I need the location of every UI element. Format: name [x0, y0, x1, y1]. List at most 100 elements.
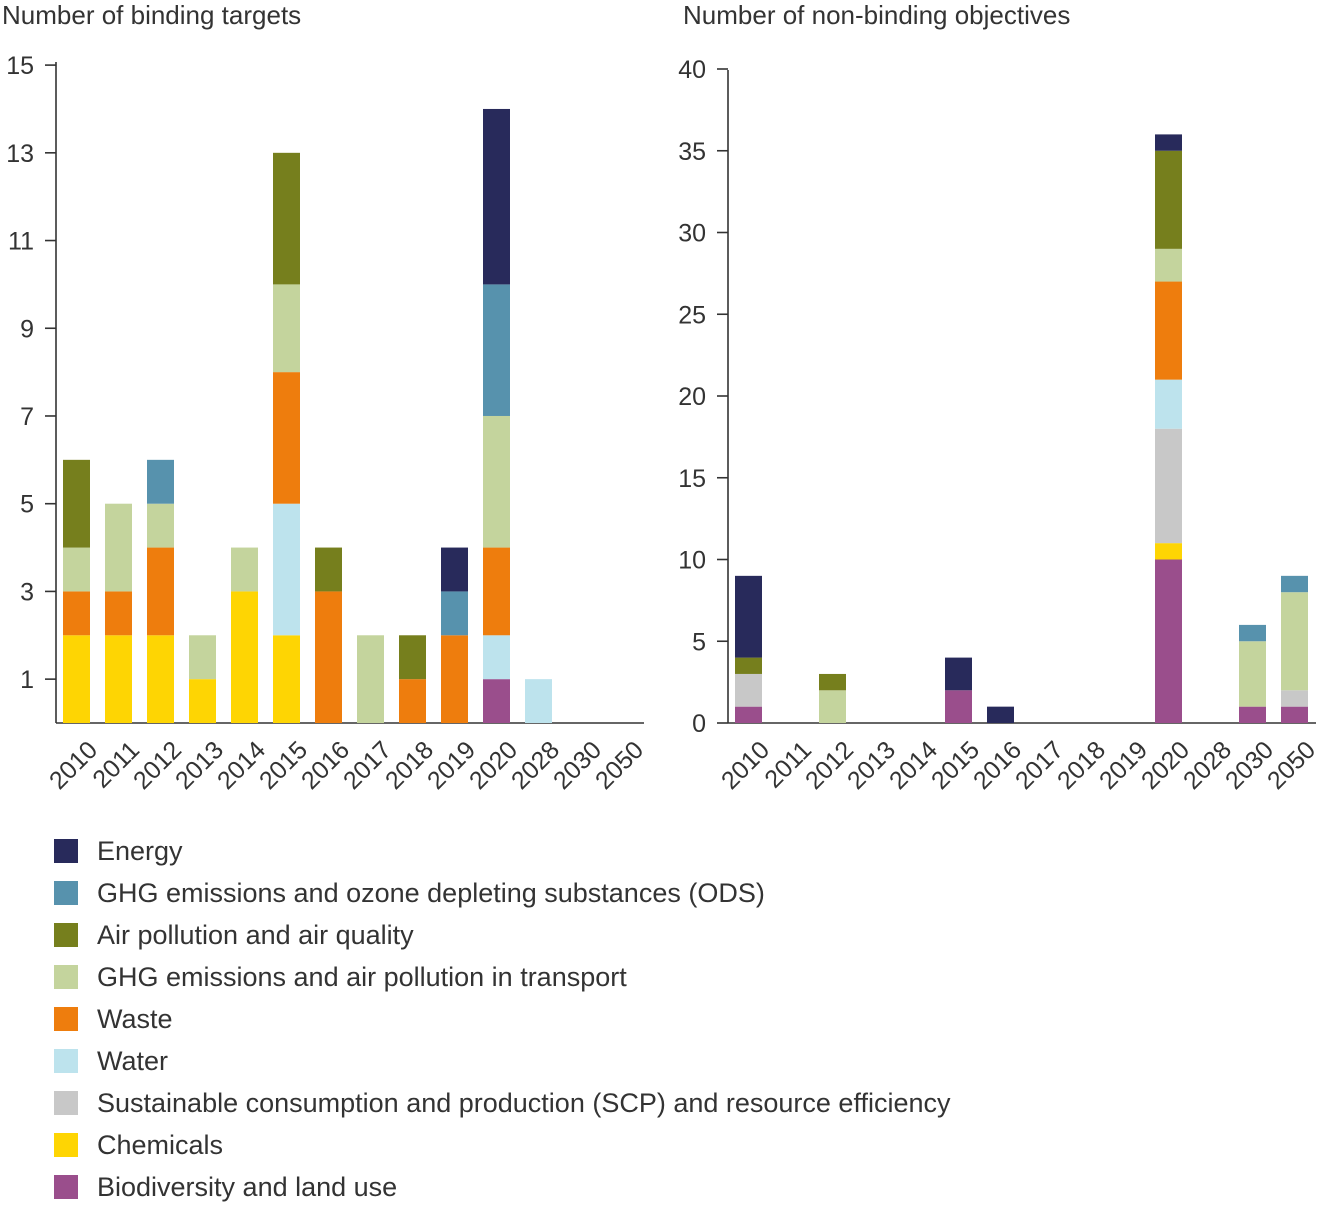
legend-swatch-water — [54, 1049, 78, 1073]
legend: Energy GHG emissions and ozone depleting… — [54, 830, 951, 1208]
binding-bar-2011-chemicals — [105, 635, 132, 723]
non-binding-y-tick-label: 5 — [692, 628, 706, 656]
non-binding-x-label-2013: 2013 — [842, 736, 901, 795]
binding-bar-2018-waste — [399, 679, 426, 723]
non-binding-bar-2050-ghg-emissions-and-air-pollution-in-transport — [1281, 592, 1308, 691]
non-binding-y-tick-label: 35 — [678, 138, 706, 166]
binding-bar-2010-air-pollution-and-air-quality — [63, 459, 90, 548]
non-binding-bar-2030-biodiversity-and-land-use — [1239, 706, 1266, 723]
binding-bar-2014-ghg-emissions-and-air-pollution-in-transport — [231, 547, 258, 592]
legend-label-biodiversity: Biodiversity and land use — [97, 1171, 398, 1202]
non-binding-bar-2020-energy — [1155, 134, 1182, 151]
non-binding-bars — [735, 134, 1308, 723]
binding-x-label-2016: 2016 — [296, 736, 355, 795]
binding-bar-2015-water — [273, 503, 300, 636]
binding-bar-2015-ghg-emissions-and-air-pollution-in-transport — [273, 284, 300, 373]
binding-x-label-2019: 2019 — [422, 736, 481, 795]
non-binding-x-label-2018: 2018 — [1052, 736, 1111, 795]
non-binding-bar-2012-ghg-emissions-and-air-pollution-in-transport — [819, 690, 846, 723]
non-binding-x-label-2014: 2014 — [884, 736, 943, 795]
binding-bar-2015-chemicals — [273, 635, 300, 723]
binding-bar-2013-chemicals — [189, 679, 216, 723]
non-binding-y-ticks: 0 5 10 15 20 25 30 35 40 — [678, 56, 728, 738]
non-binding-x-label-2028: 2028 — [1178, 736, 1237, 795]
non-binding-bar-2030-ghg-emissions-and-air-pollution-in-transport — [1239, 641, 1266, 707]
binding-x-label-2017: 2017 — [338, 736, 397, 795]
binding-bar-2028-water — [525, 679, 552, 723]
legend-item-energy: Energy — [54, 830, 951, 872]
non-binding-y-tick-label: 40 — [678, 56, 706, 84]
non-binding-bar-2020-air-pollution-and-air-quality — [1155, 150, 1182, 249]
legend-label-transport: GHG emissions and air pollution in trans… — [97, 961, 627, 992]
legend-swatch-biodiversity — [54, 1175, 78, 1199]
legend-item-chemicals: Chemicals — [54, 1124, 951, 1166]
binding-y-tick-label: 1 — [20, 666, 34, 694]
binding-bar-2011-waste — [105, 591, 132, 636]
legend-item-air-pollution: Air pollution and air quality — [54, 914, 951, 956]
non-binding-x-label-2017: 2017 — [1010, 736, 1069, 795]
non-binding-x-label-2050: 2050 — [1262, 736, 1321, 795]
non-binding-objectives-chart: Number of non-binding objectives 0 5 10 15 2… — [678, 0, 1321, 795]
legend-swatch-chemicals — [54, 1133, 78, 1157]
binding-bar-2017-ghg-emissions-and-air-pollution-in-transport — [357, 635, 384, 723]
legend-item-biodiversity: Biodiversity and land use — [54, 1166, 951, 1208]
legend-item-water: Water — [54, 1040, 951, 1082]
non-binding-bar-2010-biodiversity-and-land-use — [735, 706, 762, 723]
non-binding-bar-2015-biodiversity-and-land-use — [945, 690, 972, 723]
non-binding-bar-2050-biodiversity-and-land-use — [1281, 706, 1308, 723]
non-binding-bar-2030-ghg-emissions-and-ozone-depleting-substances-ods — [1239, 624, 1266, 642]
non-binding-x-label-2020: 2020 — [1136, 736, 1195, 795]
binding-x-label-2028: 2028 — [506, 736, 565, 795]
legend-label-scp: Sustainable consumption and production (… — [97, 1087, 951, 1118]
binding-y-tick-label: 13 — [6, 140, 34, 168]
legend-label-air-pollution: Air pollution and air quality — [97, 919, 414, 950]
legend-item-scp: Sustainable consumption and production (… — [54, 1082, 951, 1124]
non-binding-bar-2012-air-pollution-and-air-quality — [819, 673, 846, 691]
binding-y-tick-label: 3 — [20, 578, 34, 606]
binding-bar-2010-waste — [63, 591, 90, 636]
binding-bar-2019-waste — [441, 635, 468, 723]
non-binding-bar-2016-energy — [987, 706, 1014, 723]
legend-swatch-scp — [54, 1091, 78, 1115]
non-binding-x-label-2012: 2012 — [800, 736, 859, 795]
legend-swatch-energy — [54, 839, 78, 863]
legend-label-chemicals: Chemicals — [97, 1129, 224, 1160]
non-binding-bar-2010-energy — [735, 575, 762, 658]
non-binding-bar-2020-water — [1155, 379, 1182, 429]
binding-y-tick-label: 9 — [20, 315, 34, 343]
non-binding-bar-2020-biodiversity-and-land-use — [1155, 559, 1182, 723]
legend-label-water: Water — [97, 1045, 169, 1076]
binding-bar-2015-air-pollution-and-air-quality — [273, 152, 300, 285]
binding-bar-2020-waste — [483, 547, 510, 636]
binding-bar-2016-waste — [315, 591, 342, 723]
binding-bar-2015-waste — [273, 372, 300, 504]
binding-bars — [63, 108, 552, 723]
non-binding-bar-2020-sustainable-consumption-and-production-scp-and-resource-efficiency — [1155, 428, 1182, 544]
legend-swatch-air-pollution — [54, 923, 78, 947]
non-binding-y-tick-label: 25 — [678, 301, 706, 329]
legend-label-ghg-ods: GHG emissions and ozone depleting substa… — [97, 877, 765, 908]
legend-swatch-transport — [54, 965, 78, 989]
legend-item-ghg-ods: GHG emissions and ozone depleting substa… — [54, 872, 951, 914]
legend-label-waste: Waste — [97, 1003, 173, 1034]
non-binding-y-tick-label: 20 — [678, 383, 706, 411]
binding-bar-2012-chemicals — [147, 635, 174, 723]
binding-bar-2018-air-pollution-and-air-quality — [399, 635, 426, 680]
binding-bar-2013-ghg-emissions-and-air-pollution-in-transport — [189, 635, 216, 680]
legend-item-waste: Waste — [54, 998, 951, 1040]
binding-x-label-2020: 2020 — [464, 736, 523, 795]
non-binding-bar-2020-ghg-emissions-and-air-pollution-in-transport — [1155, 248, 1182, 282]
non-binding-bar-2050-sustainable-consumption-and-production-scp-and-resource-efficiency — [1281, 690, 1308, 707]
binding-bar-2020-biodiversity-and-land-use — [483, 679, 510, 723]
binding-x-label-2010: 2010 — [44, 736, 103, 795]
binding-x-label-2014: 2014 — [212, 736, 271, 795]
legend-item-transport: GHG emissions and air pollution in trans… — [54, 956, 951, 998]
binding-bar-2012-waste — [147, 547, 174, 636]
binding-bar-2014-chemicals — [231, 591, 258, 723]
binding-bar-2020-water — [483, 635, 510, 680]
binding-bar-2019-ghg-emissions-and-ozone-depleting-substances-ods — [441, 591, 468, 636]
binding-bar-2019-energy — [441, 547, 468, 592]
binding-bar-2010-ghg-emissions-and-air-pollution-in-transport — [63, 547, 90, 592]
binding-bar-2016-air-pollution-and-air-quality — [315, 547, 342, 592]
